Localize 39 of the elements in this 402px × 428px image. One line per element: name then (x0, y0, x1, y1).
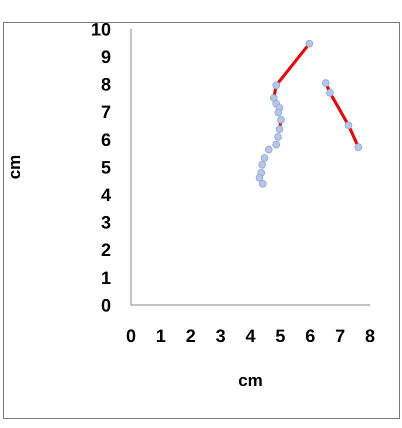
point (354, 143, 362, 151)
x-tick-label: 1 (156, 326, 166, 346)
point (326, 88, 334, 97)
y-tick-label: 4 (100, 184, 111, 205)
point (306, 40, 314, 48)
point (258, 160, 266, 169)
point (270, 94, 278, 102)
y-tick-label: 8 (100, 74, 111, 95)
point (272, 140, 280, 148)
point (258, 180, 267, 188)
x-tick-label: 4 (245, 326, 256, 346)
y-tick-label: 5 (100, 157, 111, 178)
point (277, 116, 285, 124)
y-tick-label: 10 (90, 19, 111, 40)
y-tick-label: 9 (100, 46, 111, 67)
point (256, 174, 264, 182)
point (276, 125, 284, 133)
y-tick-label: 6 (100, 130, 111, 150)
x-tick-label: 3 (216, 326, 226, 346)
x-tick-label: 6 (305, 326, 316, 346)
point (344, 122, 352, 130)
x-tick-label: 7 (335, 326, 346, 346)
y-axis-title: cm (5, 154, 24, 180)
point (264, 146, 273, 154)
point (260, 154, 268, 162)
x-axis-title: cm (238, 371, 263, 390)
y-tick-label: 0 (100, 295, 111, 316)
point (322, 79, 330, 87)
point (274, 108, 282, 116)
y-tick-label: 7 (100, 102, 111, 122)
y-tick-label: 2 (100, 240, 111, 260)
y-tick-label: 1 (100, 268, 111, 288)
x-tick-label: 5 (275, 326, 286, 346)
x-tick-label: 8 (364, 326, 376, 346)
point (274, 133, 282, 141)
x-tick-label: 2 (186, 326, 196, 346)
x-tick-label: 0 (126, 326, 136, 346)
y-tick-label: 3 (100, 212, 111, 233)
point (272, 82, 280, 90)
